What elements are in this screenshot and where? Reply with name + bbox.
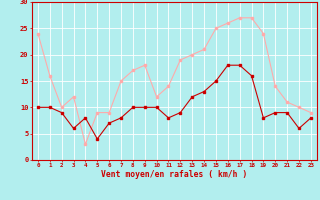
X-axis label: Vent moyen/en rafales ( km/h ): Vent moyen/en rafales ( km/h ) [101,170,248,179]
